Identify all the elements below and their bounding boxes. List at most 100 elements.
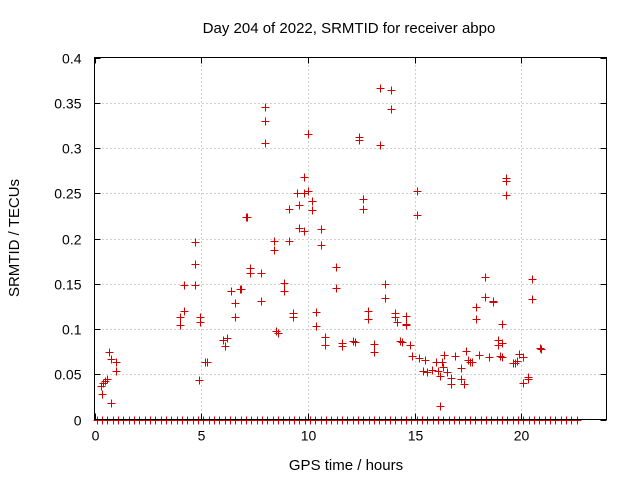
data-point: [332, 284, 341, 293]
x-tick-label: 20: [514, 428, 530, 444]
data-point: [447, 380, 456, 389]
data-point: [257, 269, 266, 278]
plot-frame: [94, 57, 607, 420]
data-point: [280, 287, 289, 296]
data-point: [381, 280, 390, 289]
data-point: [457, 375, 466, 384]
data-point: [485, 353, 494, 362]
data-point: [502, 177, 511, 186]
data-point: [468, 358, 477, 367]
data-point: [227, 287, 236, 296]
data-point: [107, 355, 116, 364]
data-point: [413, 211, 422, 220]
data-point: [428, 366, 437, 375]
data-point: [257, 297, 266, 306]
data-point: [196, 318, 205, 327]
data-point: [317, 241, 326, 250]
data-point: [528, 295, 537, 304]
y-tick-label: 0.05: [54, 367, 81, 383]
data-point: [519, 379, 528, 388]
data-point: [304, 130, 313, 139]
y-tick-label: 0.35: [54, 96, 81, 112]
data-point: [439, 363, 448, 372]
data-point: [285, 237, 294, 246]
data-point: [376, 141, 385, 150]
x-tick-label: 10: [301, 428, 317, 444]
data-point: [460, 380, 469, 389]
data-point: [370, 348, 379, 357]
data-point: [98, 390, 107, 399]
data-point: [246, 269, 255, 278]
x-tick-labels: 0 5 10 15 20: [92, 428, 530, 444]
data-point: [408, 352, 417, 361]
data-point: [351, 338, 360, 347]
data-point: [528, 275, 537, 284]
data-point: [359, 195, 368, 204]
data-point: [243, 213, 252, 222]
data-point: [223, 334, 232, 343]
data-point: [180, 307, 189, 316]
data-point: [393, 318, 402, 327]
data-point: [99, 379, 108, 388]
data-point: [387, 86, 396, 95]
data-point: [219, 336, 228, 345]
data-point: [274, 329, 283, 338]
data-point: [496, 352, 505, 361]
x-axis-title: GPS time / hours: [289, 457, 403, 474]
data-point: [436, 402, 445, 411]
data-point: [438, 358, 447, 367]
data-point: [391, 313, 400, 322]
data-point: [406, 341, 415, 350]
data-point: [261, 103, 270, 112]
data-point: [364, 307, 373, 316]
data-point: [195, 376, 204, 385]
data-point: [421, 356, 430, 365]
y-tick-labels: 0 0.05 0.1 0.15 0.2 0.25 0.3 0.35 0.4: [54, 51, 81, 429]
data-point: [370, 340, 379, 349]
data-point: [300, 227, 309, 236]
grid-lines: [94, 57, 607, 420]
data-point: [304, 187, 313, 196]
y-tick-label: 0.25: [54, 186, 81, 202]
data-point: [481, 293, 490, 302]
data-points: [93, 84, 582, 425]
data-point: [419, 367, 428, 376]
data-point: [472, 315, 481, 324]
data-point: [103, 375, 112, 384]
data-point: [237, 285, 246, 294]
data-point: [498, 339, 507, 348]
y-tick-label: 0.1: [62, 322, 82, 338]
data-point: [413, 187, 422, 196]
data-point: [101, 377, 110, 386]
data-point: [524, 375, 533, 384]
data-point: [312, 322, 321, 331]
data-point: [402, 312, 411, 321]
y-tick-label: 0.3: [62, 141, 82, 157]
data-point: [261, 139, 270, 148]
data-point: [436, 372, 445, 381]
y-tick-label: 0.15: [54, 277, 81, 293]
data-point: [338, 342, 347, 351]
data-point: [317, 225, 326, 234]
data-point: [494, 341, 503, 350]
data-point: [457, 364, 466, 373]
data-point: [293, 189, 302, 198]
data-point: [332, 263, 341, 272]
data-point: [498, 320, 507, 329]
y-axis-title: SRMTID / TECUs: [6, 179, 23, 297]
data-point: [464, 356, 473, 365]
data-point: [423, 368, 432, 377]
data-point: [498, 353, 507, 362]
data-point: [221, 342, 230, 351]
data-point: [513, 357, 522, 366]
data-point: [280, 279, 289, 288]
x-tick-label: 0: [92, 428, 100, 444]
data-point: [270, 237, 279, 246]
data-point: [502, 191, 511, 200]
data-point: [107, 399, 116, 408]
data-point: [355, 136, 364, 145]
data-point: [308, 197, 317, 206]
data-point: [270, 246, 279, 255]
data-point: [398, 338, 407, 347]
